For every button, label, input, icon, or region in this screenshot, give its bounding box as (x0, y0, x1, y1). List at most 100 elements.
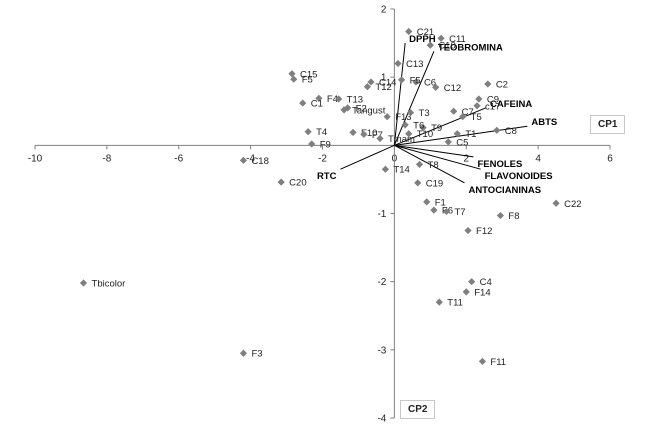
point-label: T10 (417, 129, 433, 140)
vector-label: RTC (317, 171, 337, 182)
y-tick-label: -4 (377, 414, 386, 425)
data-point (493, 126, 501, 134)
y-tick-label: 2 (381, 5, 387, 16)
point-label: F14 (474, 287, 490, 298)
data-point (304, 128, 312, 136)
point-label: C20 (289, 178, 306, 189)
point-label: F10 (361, 128, 377, 139)
point-label: C4 (480, 277, 492, 288)
point-label: C18 (251, 156, 268, 167)
vector-line (394, 125, 528, 146)
point-label: F2 (356, 103, 367, 114)
y-tick-label: 1 (381, 73, 387, 84)
point-label: Tbicolor (92, 279, 126, 290)
vector-line (394, 144, 465, 184)
data-point (464, 226, 472, 235)
vector-line (393, 51, 435, 146)
data-point (432, 83, 440, 91)
point-label: F7 (372, 130, 383, 141)
tick-labels: -10-8-6-4-20246-4-3-2-112 (28, 5, 613, 425)
data-point (288, 70, 296, 78)
data-point (335, 95, 343, 103)
point-label: C14 (379, 77, 396, 88)
data-point (430, 206, 438, 214)
data-point (376, 134, 384, 143)
data-point (308, 140, 316, 148)
point-label: C7 (462, 107, 474, 118)
vector-label: ANTOCIANINAS (468, 185, 541, 196)
data-point (453, 130, 461, 138)
data-point (349, 128, 357, 136)
x-tick-label: -10 (28, 153, 43, 164)
point-label: C2 (496, 79, 508, 90)
point-label: T3 (419, 108, 430, 119)
data-point (423, 198, 431, 206)
point-label: T4 (316, 127, 327, 138)
point-label: Tangust (352, 105, 386, 116)
point-label: C5 (456, 137, 468, 148)
point-label: F12 (476, 226, 492, 237)
x-tick-label: -8 (102, 153, 111, 164)
data-point (552, 199, 560, 207)
data-point (406, 109, 415, 117)
vector-line (340, 144, 395, 170)
point-label: C21 (417, 27, 434, 38)
point-label: C22 (564, 199, 581, 210)
data-point (405, 27, 413, 36)
data-point (473, 102, 481, 110)
vector-label: FLAVONOIDES (485, 171, 553, 182)
point-label: T11 (447, 298, 463, 309)
y-axis-title: CP2 (400, 400, 436, 419)
data-point (415, 160, 424, 169)
data-point (475, 95, 483, 103)
point-label: T9 (431, 123, 442, 134)
point-label: T1 (465, 129, 476, 140)
point-label: C11 (449, 34, 466, 45)
data-point (462, 288, 470, 296)
x-tick-label: -2 (318, 153, 327, 164)
axes (34, 8, 611, 419)
vector-label: FENOLES (477, 159, 522, 170)
data-point (397, 76, 406, 84)
x-tick-label: 6 (607, 153, 613, 164)
vector-label: ABTS (531, 117, 557, 128)
vector-label: DPPH (409, 34, 436, 45)
point-label: F4 (327, 94, 338, 105)
data-point (239, 349, 248, 357)
point-label: F5 (302, 75, 313, 86)
point-label: C10 (438, 41, 455, 52)
data-point (419, 124, 427, 132)
point-label: T7 (454, 207, 465, 218)
point-label: T14 (393, 165, 409, 176)
point-label: Tmam (388, 134, 415, 145)
point-label: F3 (251, 349, 262, 360)
x-tick-label: -4 (246, 153, 255, 164)
x-tick-label: 2 (463, 153, 469, 164)
data-point (344, 104, 352, 112)
data-point (360, 130, 368, 139)
data-point (401, 121, 409, 129)
point-label: T6 (413, 120, 424, 131)
vector-label: TEOBROMINA (438, 42, 503, 53)
x-tick-label: 4 (535, 153, 541, 164)
point-label: C9 (487, 94, 499, 105)
point-label: c17 (485, 101, 500, 112)
data-point (381, 165, 389, 173)
data-point (478, 357, 487, 366)
data-point (442, 207, 451, 216)
data-point (405, 130, 413, 138)
point-label: F9 (320, 139, 331, 150)
data-point (484, 80, 492, 88)
point-label: F1 (435, 197, 446, 208)
data-point (239, 156, 248, 164)
data-point (426, 41, 434, 49)
data-point (79, 279, 88, 287)
data-point (444, 138, 452, 146)
point-label: T5 (471, 112, 482, 123)
point-label: C13 (406, 59, 423, 70)
data-point (414, 179, 422, 187)
vector-line (394, 144, 481, 170)
